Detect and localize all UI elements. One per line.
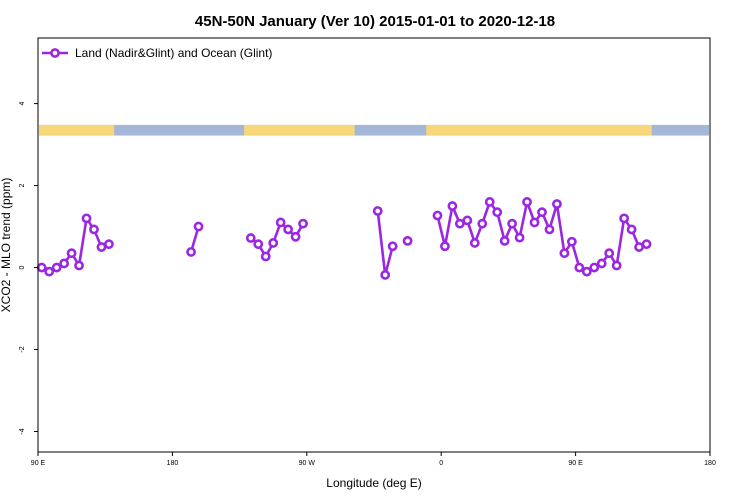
data-point xyxy=(372,206,383,216)
x-tick-label: 90 W xyxy=(299,460,316,467)
data-point xyxy=(522,197,532,207)
data-point xyxy=(492,207,503,218)
data-point xyxy=(604,248,615,259)
data-point xyxy=(402,236,413,246)
x-tick-label: 90 E xyxy=(568,460,583,467)
data-point xyxy=(469,238,480,248)
y-tick-label: 2 xyxy=(19,184,26,188)
land-band xyxy=(426,124,652,136)
data-point xyxy=(559,248,570,259)
data-point xyxy=(298,218,308,229)
data-point xyxy=(537,207,547,218)
y-tick-label: 4 xyxy=(19,102,26,106)
x-axis-label: Longitude (deg E) xyxy=(326,476,421,490)
data-point xyxy=(245,233,256,243)
data-point xyxy=(387,241,398,252)
data-point xyxy=(566,236,577,247)
data-point xyxy=(66,248,77,259)
data-point xyxy=(499,236,510,246)
data-point xyxy=(507,218,518,229)
data-point xyxy=(544,224,555,235)
data-point xyxy=(641,239,652,250)
data-point xyxy=(462,215,473,226)
data-point xyxy=(275,217,286,228)
data-point xyxy=(596,258,607,269)
x-axis: 90 E 180 90 W 0 90 E 180 xyxy=(31,452,716,467)
data-point xyxy=(51,262,62,273)
data-point xyxy=(574,262,585,273)
legend-label: Land (Nadir&Glint) and Ocean (Glint) xyxy=(75,46,272,60)
data-point xyxy=(59,258,70,269)
data-point xyxy=(447,201,458,211)
ocean-band xyxy=(39,124,709,136)
data-point xyxy=(290,231,301,242)
data-point xyxy=(611,260,622,271)
data-point xyxy=(454,218,465,229)
data-point xyxy=(283,224,294,235)
y-axis: 4 2 0 -2 -4 xyxy=(19,102,38,435)
data-point xyxy=(440,241,450,252)
chart-title: 45N-50N January (Ver 10) 2015-01-01 to 2… xyxy=(195,13,555,30)
data-point xyxy=(529,217,540,228)
data-point xyxy=(268,238,279,248)
data-point xyxy=(514,232,525,243)
data-point xyxy=(81,213,92,224)
data-point xyxy=(589,262,600,273)
legend: Land (Nadir&Glint) and Ocean (Glint) xyxy=(42,46,272,60)
y-tick-label: 0 xyxy=(19,265,26,269)
y-tick-label: -2 xyxy=(19,346,26,352)
legend-marker xyxy=(50,48,60,58)
data-point xyxy=(484,197,495,207)
x-tick-label: 90 E xyxy=(31,460,46,467)
data-point xyxy=(89,224,99,235)
data-point xyxy=(36,262,47,273)
x-tick-label: 0 xyxy=(439,460,443,467)
y-axis-label: XCO2 - MLO trend (ppm) xyxy=(0,178,13,313)
series-layer xyxy=(36,197,652,280)
data-point xyxy=(432,210,443,221)
land-band xyxy=(244,124,355,136)
plot-frame xyxy=(37,37,711,453)
data-point xyxy=(44,266,55,277)
data-point xyxy=(104,239,114,250)
data-point xyxy=(380,270,391,280)
data-point xyxy=(260,251,271,262)
data-point xyxy=(193,221,204,232)
data-point xyxy=(477,218,488,229)
x-tick-label: 180 xyxy=(167,460,179,467)
data-point xyxy=(634,242,644,252)
data-point xyxy=(581,266,592,277)
x-tick-label: 180 xyxy=(704,460,716,467)
data-point xyxy=(626,224,637,235)
land-band xyxy=(39,124,115,136)
data-point xyxy=(96,242,107,252)
data-point xyxy=(186,247,196,257)
data-point xyxy=(619,213,630,224)
data-point xyxy=(552,199,562,209)
data-point xyxy=(253,239,264,250)
y-tick-label: -4 xyxy=(19,428,26,434)
data-point xyxy=(74,260,84,271)
landmask-strip xyxy=(39,124,709,136)
